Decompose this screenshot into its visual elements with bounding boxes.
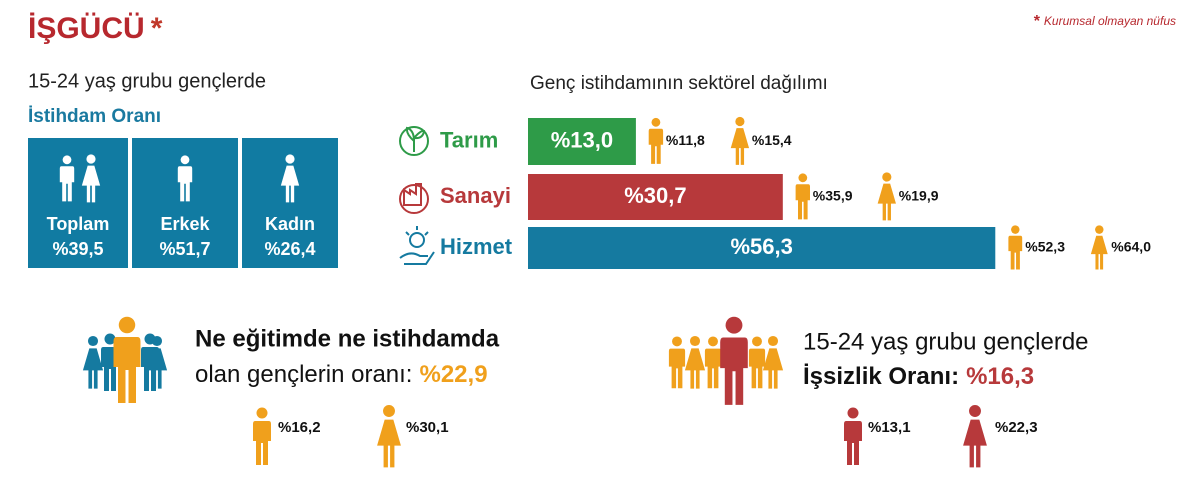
female-label: %15,4 [752, 132, 792, 148]
sector-label: Sanayi [440, 183, 511, 208]
employment-label: Kadın [265, 214, 315, 234]
male-icon [648, 117, 664, 164]
neet-icon [82, 316, 168, 403]
icon-agriculture [399, 126, 429, 156]
employment-title: İstihdam Oranı [28, 106, 161, 127]
employment-boxes: Toplam %39,5 Erkek %51,7 Kadın %26,4 [28, 138, 338, 268]
chart-title: Genç istihdamının sektörel dağılımı [530, 73, 828, 94]
unemployment-line2: İşsizlik Oranı: %16,3 [803, 363, 1034, 390]
sector-label: Tarım [440, 127, 498, 152]
neet-line1: Ne eğitimde ne istihdamda [195, 325, 500, 352]
footnote-mark: * [1034, 13, 1041, 30]
employment-box [28, 138, 128, 268]
male-label: %35,9 [813, 188, 853, 204]
neet-male: %16,2 [278, 419, 321, 436]
male-icon [1008, 225, 1023, 270]
unemployment-value: %16,3 [966, 363, 1034, 390]
bar [528, 174, 783, 220]
bar-label: %13,0 [551, 127, 613, 152]
unemployment-line1: 15-24 yaş grubu gençlerde [803, 328, 1089, 355]
female-icon [963, 405, 987, 468]
female-icon [877, 172, 896, 221]
female-label: %19,9 [899, 188, 939, 204]
female-label: %64,0 [1111, 239, 1151, 255]
sector-bars: Tarım %13,0 %11,8 %15,4 Sanayi %30,7 %35,9 %19,… [440, 116, 1151, 270]
male-icon [844, 407, 862, 465]
title: İŞGÜCÜ * [28, 12, 163, 45]
title-asterisk: * [151, 12, 163, 45]
male-label: %11,8 [666, 132, 705, 148]
sector-label: Hizmet [440, 234, 513, 259]
neet-line2: olan gençlerin oranı: %22,9 [195, 361, 488, 388]
icon-industry [399, 183, 429, 214]
female-icon [730, 116, 750, 165]
female-icon [1090, 225, 1108, 270]
female-icon [377, 405, 401, 468]
footnote-text: Kurumsal olmayan nüfus [1044, 14, 1176, 28]
unemployment-label: İşsizlik Oranı: [803, 363, 959, 390]
male-label: %52,3 [1025, 239, 1065, 255]
unemployment-female: %22,3 [995, 419, 1038, 436]
bar-label: %56,3 [730, 234, 792, 259]
bar [528, 227, 996, 269]
neet-label: olan gençlerin oranı: [195, 361, 412, 388]
bar-label: %30,7 [624, 183, 686, 208]
male-icon [253, 407, 271, 465]
icon-service [399, 226, 435, 265]
unemployment-icon [668, 316, 784, 405]
employment-value: %26,4 [264, 239, 315, 259]
male-icon [795, 173, 811, 220]
title-text: İŞGÜCÜ [28, 12, 145, 45]
bar [528, 118, 636, 165]
neet-value: %22,9 [419, 361, 487, 388]
unemployment-male: %13,1 [868, 419, 911, 436]
footnote: * Kurumsal olmayan nüfus [1034, 13, 1176, 30]
neet-female: %30,1 [406, 419, 449, 436]
employment-subtitle: 15-24 yaş grubu gençlerde [28, 70, 266, 92]
employment-value: %39,5 [52, 239, 103, 259]
employment-value: %51,7 [159, 239, 210, 259]
employment-label: Erkek [160, 214, 210, 234]
employment-label: Toplam [47, 214, 110, 234]
